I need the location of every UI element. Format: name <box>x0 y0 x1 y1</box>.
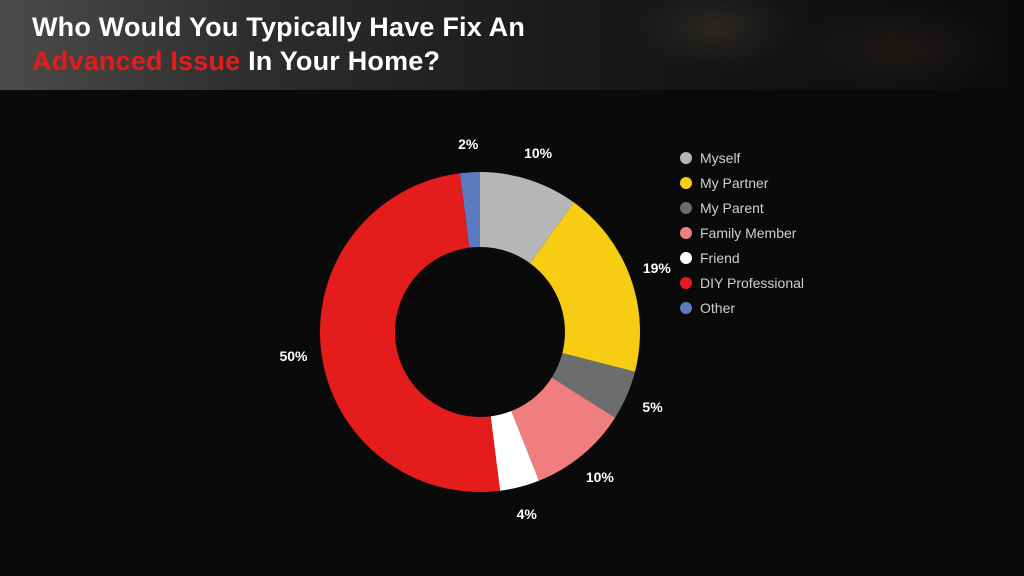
slice-value-label: 50% <box>279 348 307 364</box>
page-title: Who Would You Typically Have Fix An Adva… <box>32 11 525 79</box>
legend-swatch <box>680 227 692 239</box>
legend-swatch <box>680 152 692 164</box>
legend-swatch <box>680 202 692 214</box>
donut-chart: 10% 19% 5% 10% 4% 50% 2% <box>270 122 690 542</box>
legend-item: DIY Professional <box>680 275 804 291</box>
title-accent: Advanced Issue <box>32 46 240 76</box>
slice-value-label: 10% <box>586 469 614 485</box>
legend-swatch <box>680 277 692 289</box>
slice-value-label: 19% <box>643 260 671 276</box>
title-lead: Who Would You Typically Have Fix An <box>32 12 525 42</box>
slice-value-label: 10% <box>524 145 552 161</box>
legend-label: Family Member <box>700 225 796 241</box>
legend-label: Friend <box>700 250 740 266</box>
slice-labels: 10% 19% 5% 10% 4% 50% 2% <box>270 122 690 542</box>
legend-label: My Partner <box>700 175 768 191</box>
legend-item: My Partner <box>680 175 804 191</box>
legend-item: Friend <box>680 250 804 266</box>
legend-item: Other <box>680 300 804 316</box>
legend-swatch <box>680 302 692 314</box>
legend-label: My Parent <box>700 200 764 216</box>
chart-area: 10% 19% 5% 10% 4% 50% 2% Myself My Partner My Pa… <box>0 90 1024 576</box>
title-trail: In Your Home? <box>240 46 440 76</box>
legend-label: Other <box>700 300 735 316</box>
legend-swatch <box>680 252 692 264</box>
legend-label: Myself <box>700 150 740 166</box>
legend-item: Family Member <box>680 225 804 241</box>
slice-value-label: 2% <box>458 136 478 152</box>
legend-item: My Parent <box>680 200 804 216</box>
slice-value-label: 5% <box>642 399 662 415</box>
legend-swatch <box>680 177 692 189</box>
legend: Myself My Partner My Parent Family Member Fr… <box>680 150 804 316</box>
slice-value-label: 4% <box>517 506 537 522</box>
header-banner: Who Would You Typically Have Fix An Adva… <box>0 0 1024 90</box>
legend-label: DIY Professional <box>700 275 804 291</box>
legend-item: Myself <box>680 150 804 166</box>
